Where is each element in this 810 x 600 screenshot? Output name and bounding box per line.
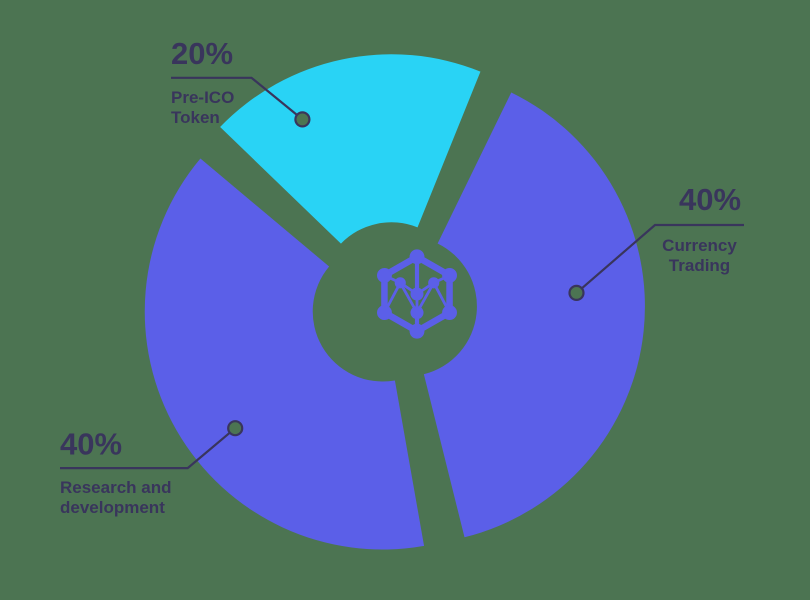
svg-text:Trading: Trading bbox=[669, 256, 730, 275]
svg-text:40%: 40% bbox=[60, 427, 122, 462]
svg-text:development: development bbox=[60, 498, 165, 517]
svg-text:Currency: Currency bbox=[662, 236, 737, 255]
svg-text:Token: Token bbox=[171, 108, 220, 127]
svg-text:20%: 20% bbox=[171, 36, 233, 71]
svg-text:Pre-ICO: Pre-ICO bbox=[171, 88, 234, 107]
svg-text:Research and: Research and bbox=[60, 478, 172, 497]
svg-text:40%: 40% bbox=[679, 182, 741, 217]
